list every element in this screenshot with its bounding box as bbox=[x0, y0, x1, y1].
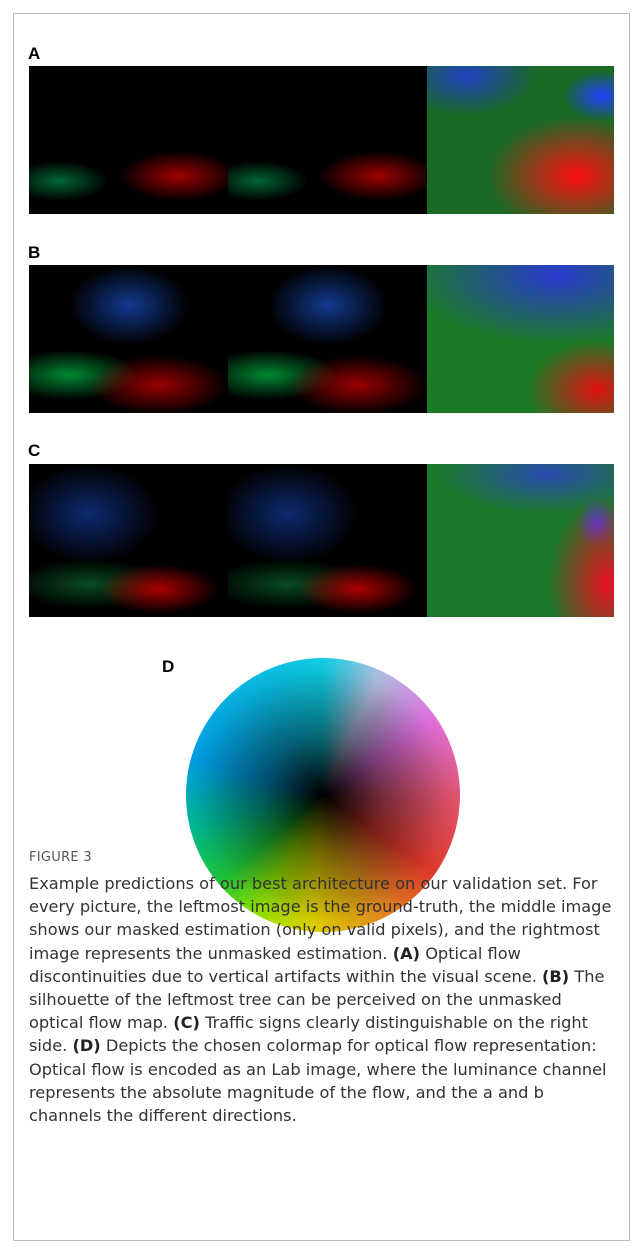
masked-estimate-image bbox=[228, 265, 427, 413]
page: {"panels": [{"label": "A"}, {"label": "B… bbox=[0, 0, 643, 1254]
panel-label: B bbox=[28, 243, 40, 263]
caption-panel-ref: (D) bbox=[72, 1036, 100, 1055]
ground-truth-image bbox=[29, 66, 228, 214]
unmasked-estimate-image bbox=[427, 66, 614, 214]
caption-text: Depicts the chosen colormap for optical … bbox=[29, 1036, 607, 1125]
unmasked-estimate-image bbox=[427, 265, 614, 413]
image-row bbox=[29, 464, 614, 617]
masked-estimate-image bbox=[228, 66, 427, 214]
caption-panel-ref: (B) bbox=[542, 967, 569, 986]
panel-label: D bbox=[162, 657, 174, 677]
caption-panel-ref: (C) bbox=[173, 1013, 200, 1032]
image-row bbox=[29, 66, 614, 214]
caption-text: Example predictions of our best architec… bbox=[29, 874, 611, 963]
panel-label: C bbox=[28, 441, 40, 461]
caption: Example predictions of our best architec… bbox=[29, 872, 619, 1127]
unmasked-estimate-image bbox=[427, 464, 614, 617]
masked-estimate-image bbox=[228, 464, 427, 617]
ground-truth-image bbox=[29, 464, 228, 617]
panel-label: A bbox=[28, 44, 40, 64]
figure-label: FIGURE 3 bbox=[29, 850, 92, 865]
caption-panel-ref: (A) bbox=[393, 944, 420, 963]
ground-truth-image bbox=[29, 265, 228, 413]
image-row bbox=[29, 265, 614, 413]
